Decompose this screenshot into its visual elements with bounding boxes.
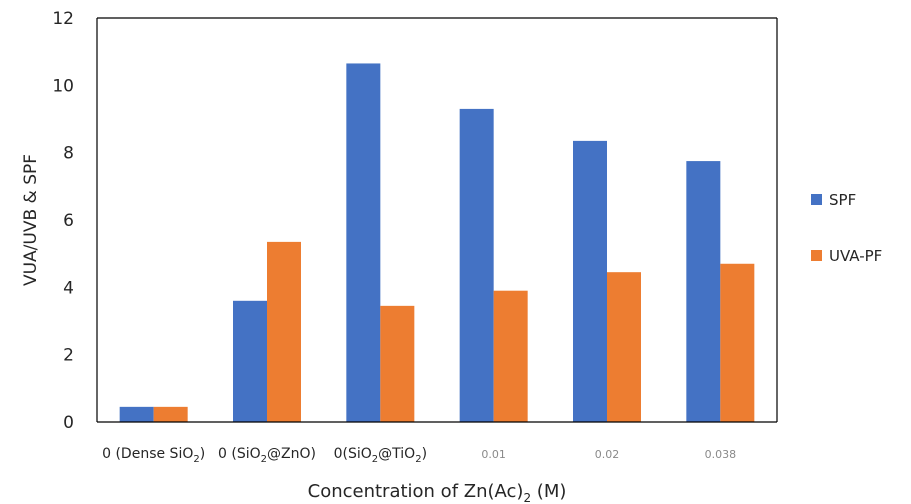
bar-spf-3 [459,108,494,423]
legend-swatch-spf [811,194,822,205]
legend-label-uva-pf: UVA-PF [829,247,882,265]
x-tick-label: 0.01 [481,448,506,461]
bar-uva-pf-3 [493,290,528,422]
y-tick-label: 6 [63,211,74,231]
x-tick-label: 0(SiO2@TiO2) [334,446,427,465]
bar-uva-pf-1 [267,241,301,422]
y-tick-label: 2 [63,346,74,366]
bar-uva-pf-0 [153,406,188,422]
bar-spf-1 [233,300,267,422]
x-tick-label: 0.02 [595,448,620,461]
bar-uva-pf-2 [380,305,415,422]
y-tick-labels: 0 2 4 6 8 10 12 [52,9,74,433]
x-tick-label: 0 (SiO2@ZnO) [218,446,316,465]
x-tick-label: 0.038 [705,448,737,461]
legend: SPF UVA-PF [811,191,882,265]
bar-spf-0 [119,406,154,422]
bars-group [119,63,755,423]
bar-uva-pf-5 [720,263,755,422]
legend-swatch-uva-pf [811,250,822,261]
bar-spf-2 [346,63,381,422]
y-tick-label: 0 [63,413,74,433]
x-tick-labels: 0 (Dense SiO2) 0 (SiO2@ZnO) 0(SiO2@TiO2) 0.… [102,446,736,465]
bar-spf-4 [573,140,607,422]
bar-uva-pf-4 [607,272,641,422]
y-tick-label: 10 [52,76,74,96]
y-tick-label: 12 [52,9,74,29]
legend-label-spf: SPF [829,191,856,209]
x-tick-label: 0 (Dense SiO2) [102,446,205,465]
y-tick-label: 4 [63,278,74,298]
y-tick-label: 8 [63,144,74,164]
x-axis-title: Concentration of Zn(Ac)2 (M) [308,481,567,504]
bar-spf-5 [686,161,721,423]
y-axis-title: VUA/UVB & SPF [21,154,41,286]
